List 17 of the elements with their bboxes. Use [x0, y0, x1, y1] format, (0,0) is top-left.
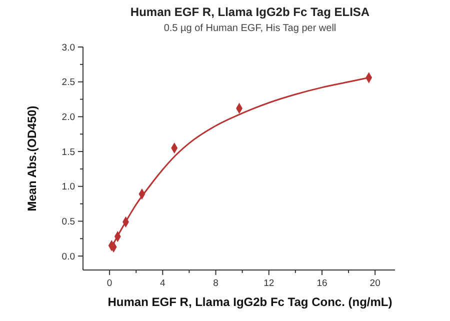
x-tick-label: 16	[316, 278, 328, 289]
x-tick-label: 8	[213, 278, 218, 289]
y-tick-label: 0.0	[62, 251, 75, 262]
chart-title: Human EGF R, Llama IgG2b Fc Tag ELISA	[130, 5, 370, 19]
y-tick-label: 3.0	[62, 42, 75, 54]
y-tick-label: 1.5	[62, 146, 75, 158]
y-axis-title: Mean Abs.(OD450)	[25, 106, 39, 212]
x-axis-title: Human EGF R, Llama IgG2b Fc Tag Conc. (ng/mL)	[108, 295, 392, 309]
y-tick-label: 2.5	[62, 77, 75, 88]
y-tick-label: 2.0	[62, 112, 75, 124]
x-tick-label: 0	[106, 278, 112, 289]
x-tick-label: 4	[160, 278, 166, 289]
y-tick-label: 0.5	[62, 216, 75, 228]
y-tick-label: 1.0	[62, 182, 75, 193]
x-tick-label: 12	[264, 278, 274, 289]
chart-subtitle: 0.5 µg of Human EGF, His Tag per well	[164, 23, 336, 34]
x-tick-label: 20	[370, 278, 380, 289]
